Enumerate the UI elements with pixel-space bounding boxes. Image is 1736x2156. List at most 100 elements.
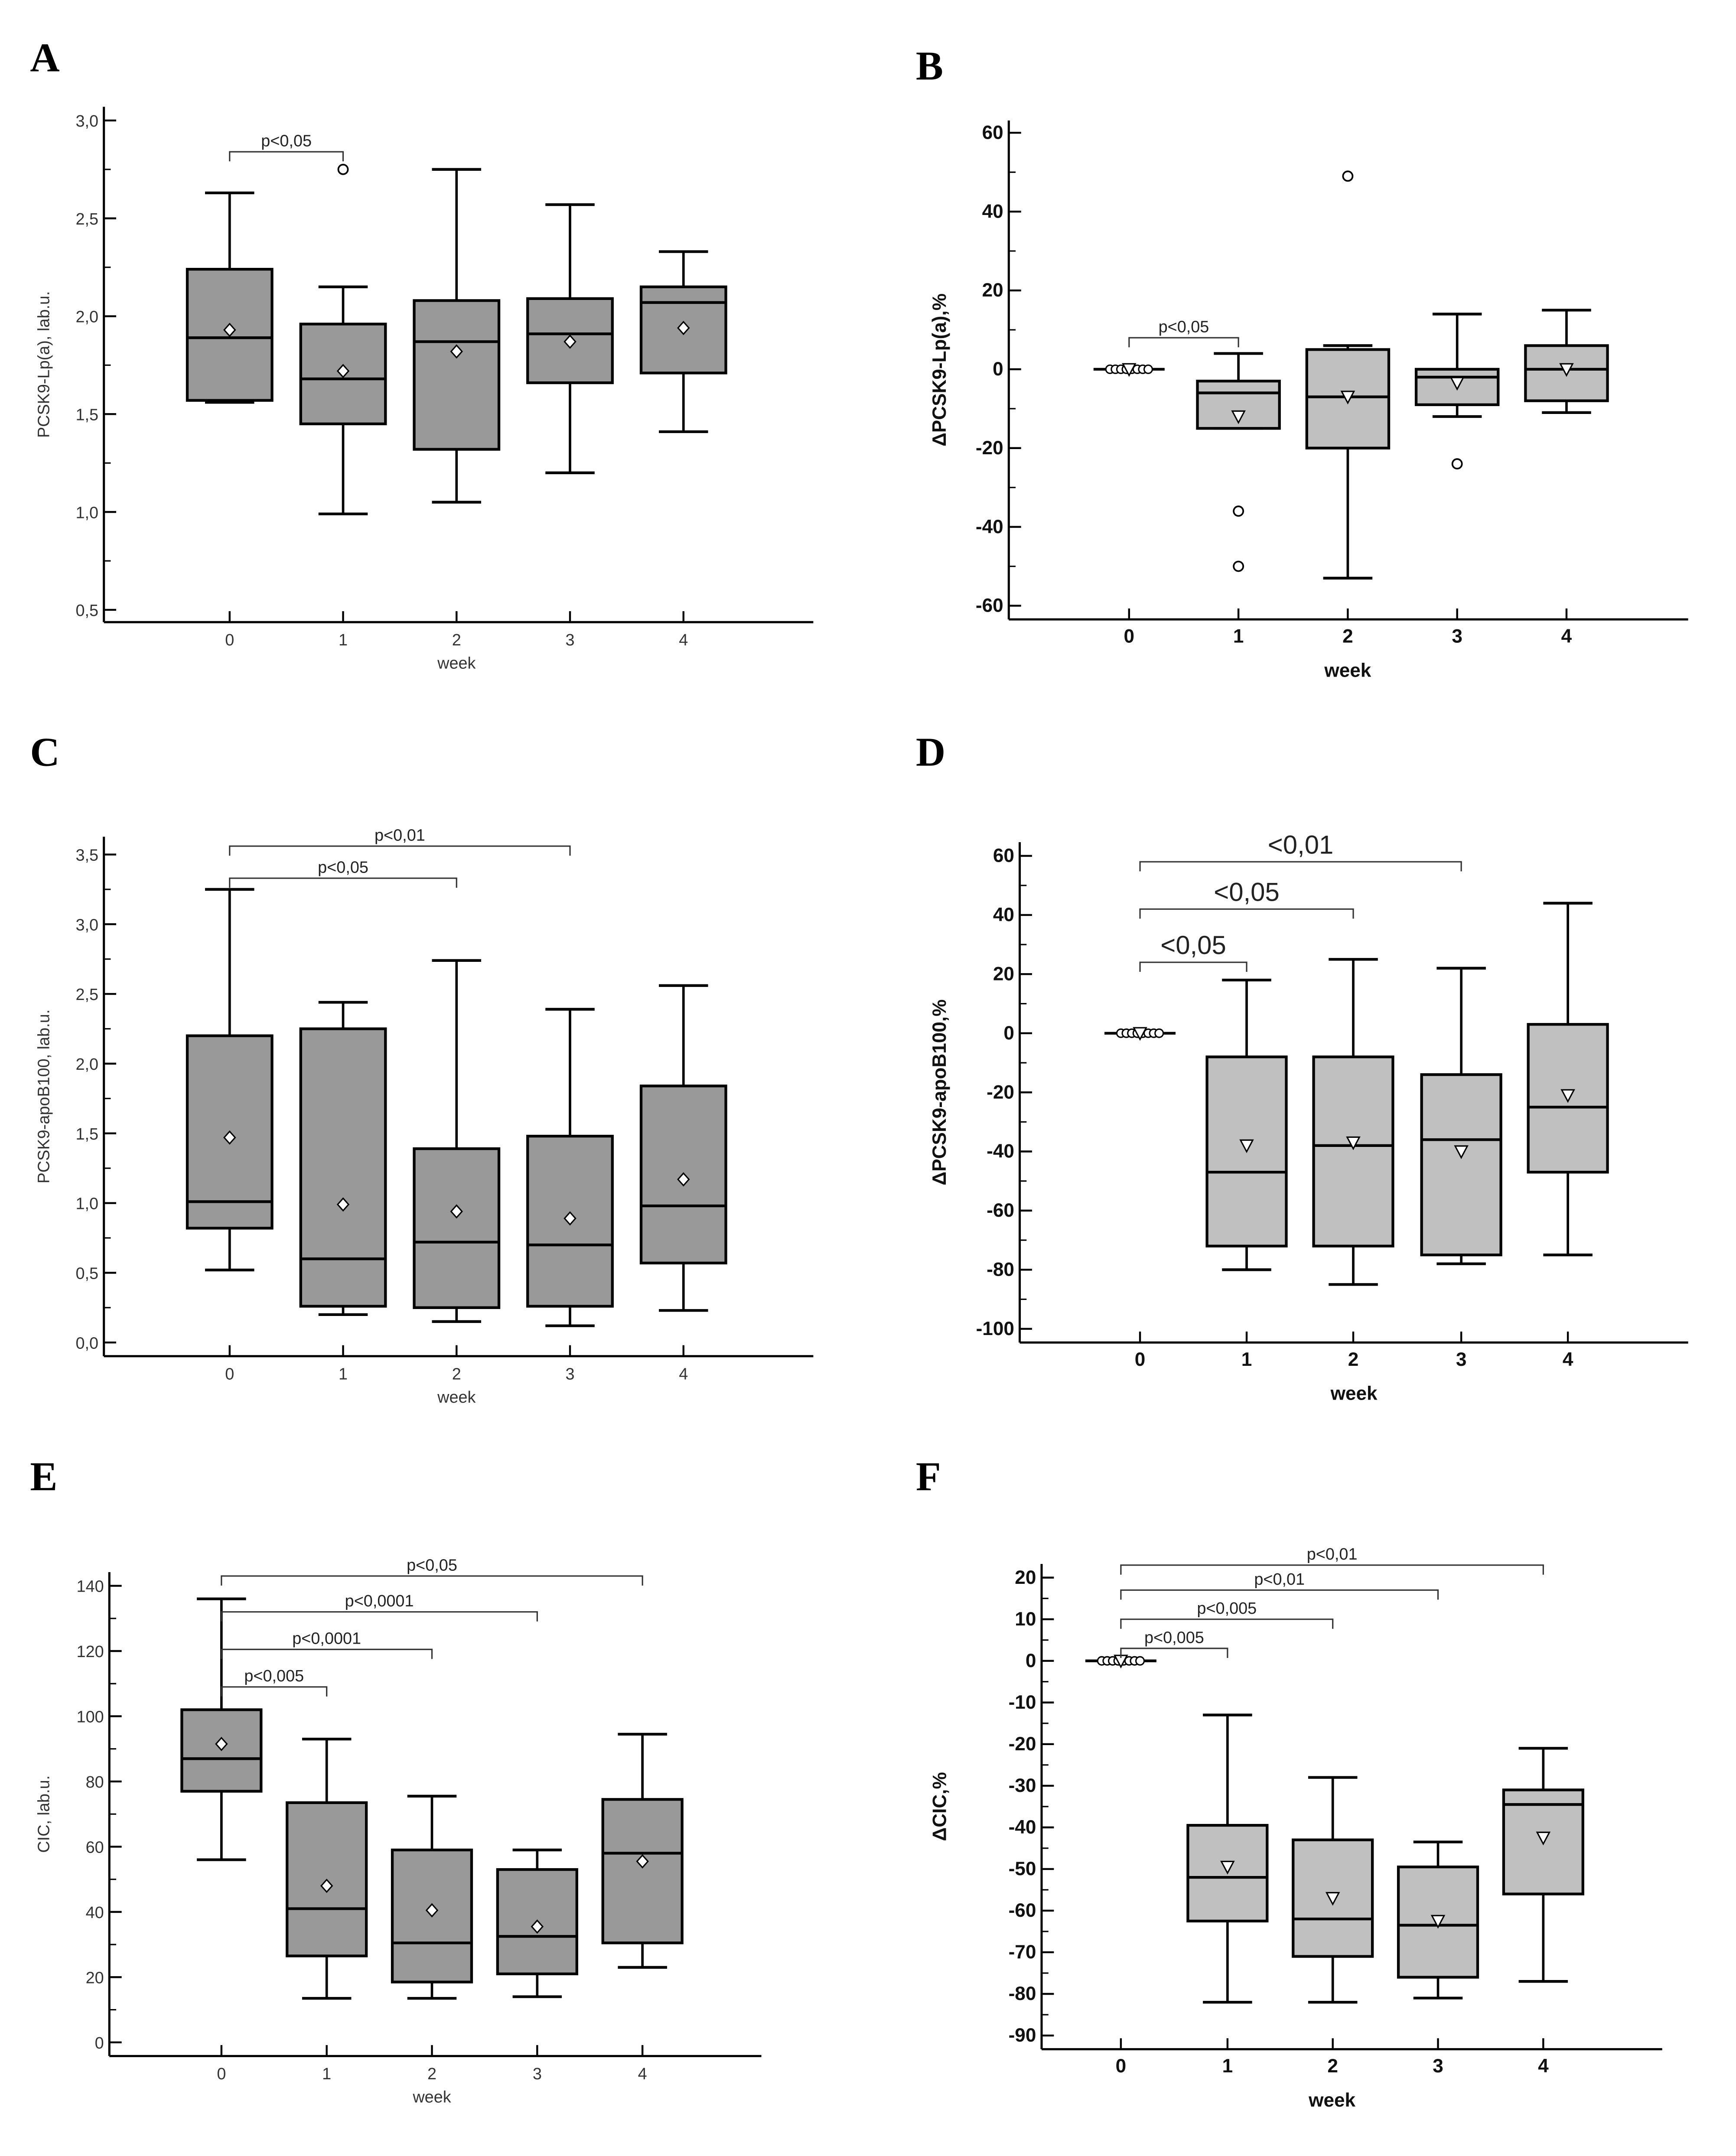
p-value-label: <0,01 bbox=[1268, 830, 1334, 859]
x-tick-label: 2 bbox=[427, 2065, 436, 2083]
y-tick-label: 120 bbox=[77, 1643, 104, 1661]
significance-bracket: p<0,01 bbox=[1120, 1570, 1439, 1600]
y-tick-label: -60 bbox=[976, 595, 1003, 616]
box-week-2 bbox=[1312, 958, 1394, 1286]
y-tick-label: 20 bbox=[1015, 1567, 1036, 1588]
y-tick-label: 1,0 bbox=[75, 1195, 98, 1213]
y-tick-label: 0,0 bbox=[75, 1334, 98, 1352]
y-tick-label: 140 bbox=[77, 1578, 104, 1596]
x-axis-label: week bbox=[437, 655, 476, 673]
mean-marker bbox=[223, 322, 236, 337]
outlier-point bbox=[1233, 505, 1244, 517]
bracket-line bbox=[1120, 1619, 1334, 1629]
panel-letter: E bbox=[30, 1454, 57, 1499]
x-axis-label: week bbox=[1308, 2090, 1355, 2111]
bracket-line bbox=[229, 877, 457, 888]
bracket-line bbox=[1139, 961, 1247, 972]
y-tick-label: 3,0 bbox=[75, 112, 98, 130]
y-axis-label: ΔPCSK9-apoB100,% bbox=[929, 1000, 950, 1185]
y-tick-label: -70 bbox=[1009, 1941, 1036, 1963]
x-tick-label: 0 bbox=[1116, 2055, 1127, 2077]
p-value-label: p<0,0001 bbox=[345, 1592, 414, 1610]
mean-marker bbox=[1559, 363, 1574, 377]
bracket-line bbox=[1120, 1589, 1439, 1600]
iqr-box bbox=[1414, 368, 1500, 406]
p-value-label: p<0,005 bbox=[1197, 1599, 1257, 1618]
p-value-label: p<0,005 bbox=[1144, 1628, 1204, 1647]
mean-marker bbox=[450, 1204, 463, 1219]
panel-letter: A bbox=[30, 35, 59, 80]
significance-bracket: p<0,05 bbox=[221, 1556, 643, 1586]
y-tick-label: 2,0 bbox=[75, 308, 98, 326]
x-tick-label: 3 bbox=[533, 2065, 542, 2083]
box-week-2 bbox=[413, 959, 501, 1323]
x-tick-label: 1 bbox=[339, 631, 348, 649]
x-tick-label: 0 bbox=[1124, 626, 1135, 647]
box-week-3 bbox=[1414, 313, 1500, 470]
box-week-2 bbox=[1305, 170, 1391, 580]
y-tick-label: -100 bbox=[976, 1318, 1014, 1339]
y-tick-label: -60 bbox=[1009, 1900, 1036, 1921]
x-tick-label: 4 bbox=[638, 2065, 647, 2083]
y-tick-label: 0,5 bbox=[75, 602, 98, 620]
p-value-label: p<0,05 bbox=[1159, 318, 1209, 336]
y-tick-label: -10 bbox=[1009, 1692, 1036, 1713]
y-tick-label: -30 bbox=[1009, 1775, 1036, 1796]
mean-marker bbox=[336, 364, 350, 378]
bracket-line bbox=[1139, 861, 1462, 872]
bracket-line bbox=[1120, 1564, 1544, 1575]
x-tick-label: 4 bbox=[1563, 1349, 1573, 1370]
panel-d: D -100 -80 -60 -40 -20 0 20 40 60 0 1 2 3 4 week ΔPCSK9-… bbox=[916, 730, 1688, 1404]
p-value-label: p<0,01 bbox=[1254, 1570, 1305, 1589]
mean-marker bbox=[563, 1211, 576, 1226]
x-tick-label: 3 bbox=[1456, 1349, 1467, 1370]
panel-c: C 0,0 0,5 1,0 1,5 2,0 2,5 3,0 3,5 0 1 2 3 4 week PCSK9-… bbox=[30, 730, 814, 1407]
y-tick-label: 60 bbox=[86, 1839, 104, 1857]
mean-marker bbox=[336, 1197, 350, 1212]
panel-letter: C bbox=[30, 730, 59, 775]
y-tick-label: -20 bbox=[987, 1081, 1014, 1103]
box-week-0 bbox=[1093, 363, 1165, 377]
significance-bracket: <0,01 bbox=[1139, 830, 1462, 872]
box-week-4 bbox=[639, 250, 727, 433]
mean-marker bbox=[320, 1879, 333, 1893]
y-tick-label: 40 bbox=[86, 1904, 104, 1922]
y-tick-label: -60 bbox=[987, 1200, 1014, 1221]
y-tick-label: 0 bbox=[993, 358, 1003, 380]
x-tick-label: 2 bbox=[1327, 2055, 1338, 2077]
mean-marker bbox=[1231, 410, 1246, 424]
significance-bracket: p<0,0001 bbox=[221, 1630, 433, 1659]
box-week-4 bbox=[1524, 309, 1609, 414]
panel-letter: B bbox=[916, 43, 943, 88]
mean-marker bbox=[563, 334, 576, 349]
iqr-box bbox=[413, 299, 501, 451]
y-tick-label: 60 bbox=[993, 845, 1014, 866]
y-tick-label: 3,5 bbox=[75, 847, 98, 865]
y-tick-label: 0 bbox=[1003, 1023, 1014, 1044]
panel-letter: D bbox=[916, 730, 945, 775]
box-week-1 bbox=[286, 1737, 368, 2000]
y-axis-label: ΔCIC,% bbox=[929, 1772, 950, 1841]
mean-marker bbox=[636, 1854, 649, 1869]
x-tick-label: 4 bbox=[1538, 2055, 1549, 2077]
iqr-box bbox=[413, 1147, 501, 1309]
data-point bbox=[1143, 364, 1153, 374]
x-axis-label: week bbox=[412, 2088, 451, 2107]
y-tick-label: -20 bbox=[1009, 1733, 1036, 1755]
box-week-2 bbox=[1292, 1776, 1374, 2004]
x-tick-label: 4 bbox=[679, 631, 688, 649]
y-tick-label: 1,0 bbox=[75, 504, 98, 522]
box-week-1 bbox=[299, 163, 387, 515]
y-axis-label: PCSK9-Lp(a), lab.u. bbox=[35, 291, 53, 438]
outlier-point bbox=[337, 163, 349, 175]
x-axis-label: week bbox=[437, 1388, 476, 1407]
panel-a: A 0,5 1,0 1,5 2,0 2,5 3,0 0 1 2 3 4 week PCSK9-Lp(a),… bbox=[30, 35, 814, 673]
box-week-2 bbox=[413, 168, 501, 504]
y-tick-label: 40 bbox=[982, 201, 1003, 222]
iqr-box bbox=[1312, 1055, 1394, 1247]
p-value-label: p<0,0001 bbox=[292, 1630, 361, 1648]
x-tick-label: 3 bbox=[566, 1365, 575, 1383]
box-week-4 bbox=[639, 984, 727, 1312]
significance-bracket: p<0,01 bbox=[1120, 1545, 1544, 1575]
significance-bracket: <0,05 bbox=[1139, 877, 1354, 919]
